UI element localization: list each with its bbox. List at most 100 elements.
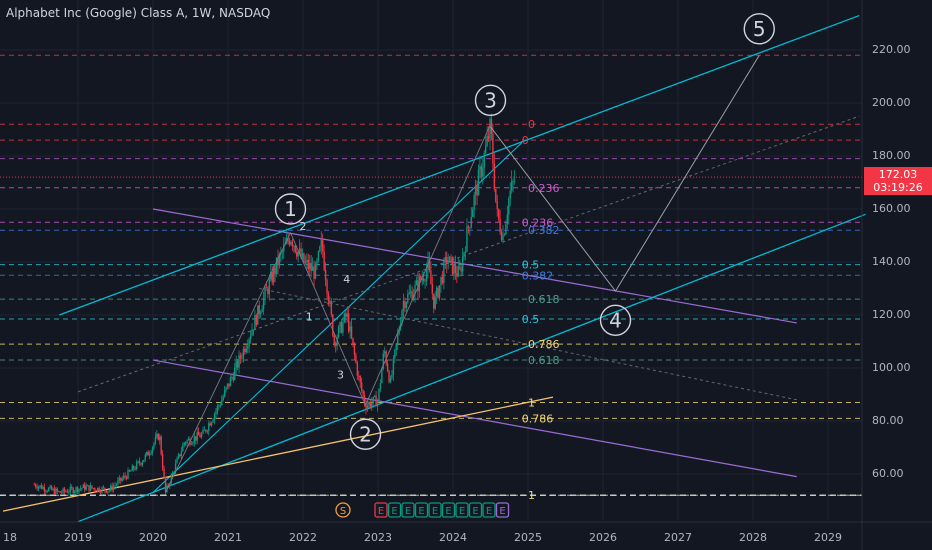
candle-body	[236, 360, 239, 368]
wave-zigzag	[165, 124, 491, 493]
candle-body	[509, 190, 511, 199]
candle-body	[101, 487, 103, 493]
earnings-marker	[401, 502, 415, 518]
candle-body	[272, 267, 275, 283]
candle-body	[460, 268, 462, 272]
candle-body	[150, 452, 152, 454]
candle-body	[495, 188, 497, 202]
earnings-marker	[495, 502, 510, 518]
candle-body	[334, 342, 337, 346]
channel-lower-line	[77, 213, 866, 523]
candle-body	[127, 470, 129, 479]
candle-body	[222, 396, 224, 401]
candle-body	[407, 294, 409, 303]
candle-body	[122, 475, 125, 479]
candle-body	[490, 118, 493, 134]
candle-body	[184, 442, 187, 444]
trend-line-steep	[152, 142, 523, 493]
candle-body	[489, 118, 491, 139]
candle-body	[323, 251, 325, 270]
candle-body	[242, 348, 245, 359]
candle-body	[143, 459, 145, 462]
candle-body	[107, 491, 109, 493]
candle-body	[486, 135, 488, 146]
candle-body	[245, 348, 247, 353]
candle-body	[118, 477, 121, 481]
purple-channel-lower	[152, 359, 797, 478]
candle-body	[371, 402, 373, 407]
candle-body	[192, 442, 194, 444]
candle-body	[297, 251, 299, 257]
candle-body	[446, 257, 448, 264]
candle-body	[281, 251, 284, 253]
candle-body	[443, 261, 445, 284]
candle-body	[265, 287, 268, 289]
candle-body	[247, 346, 249, 349]
candle-body	[438, 285, 441, 298]
candle-body	[159, 436, 161, 440]
candle-body	[99, 491, 102, 493]
minor-wave-label: 4	[343, 273, 350, 286]
candle-body	[510, 181, 513, 191]
y-tick-label: 200.00	[872, 96, 911, 109]
candle-body	[174, 463, 177, 473]
fib-level-label: 0	[528, 118, 535, 131]
candle-body	[134, 469, 136, 470]
candle-body	[283, 244, 285, 252]
candle-body	[115, 484, 118, 486]
candle-body	[408, 292, 410, 295]
candle-body	[386, 363, 389, 372]
event-marker-label: E	[472, 506, 478, 517]
candle-body	[43, 486, 46, 492]
candle-body	[320, 239, 322, 247]
candle-body	[366, 405, 369, 410]
fib-level-label: 0.786	[528, 338, 560, 351]
candle-body	[53, 488, 56, 495]
candle-body	[363, 395, 366, 404]
wave-label: 3	[484, 88, 497, 112]
candle-body	[450, 256, 452, 258]
candle-body	[186, 440, 188, 444]
candle-body	[457, 266, 459, 277]
candle-body	[241, 358, 243, 360]
x-tick-label: 2024	[439, 531, 467, 544]
candle-body	[349, 326, 351, 332]
candle-body	[144, 454, 147, 460]
candle-body	[193, 436, 196, 443]
candle-body	[274, 267, 276, 274]
candle-body	[251, 329, 253, 336]
candle-body	[78, 488, 80, 493]
candle-body	[336, 337, 338, 346]
candle-body	[153, 443, 155, 448]
candle-body	[287, 238, 289, 242]
candle-body	[474, 185, 477, 195]
candle-body	[314, 263, 317, 279]
bar-countdown: 03:19:26	[873, 181, 923, 194]
candle-body	[402, 301, 405, 311]
candle-body	[316, 260, 318, 264]
candle-body	[441, 276, 444, 284]
candle-body	[389, 378, 392, 383]
candle-body	[448, 256, 451, 263]
earnings-marker	[455, 502, 469, 518]
candle-body	[232, 377, 234, 380]
candle-body	[360, 382, 363, 391]
candle-body	[355, 354, 357, 363]
candle-body	[135, 462, 138, 470]
candle-body	[322, 239, 324, 252]
candle-body	[195, 436, 197, 441]
candle-body	[104, 487, 106, 491]
candle-body	[197, 431, 200, 436]
candle-body	[359, 376, 361, 383]
candle-body	[428, 259, 431, 271]
x-tick-label: 2021	[214, 531, 242, 544]
x-tick-label: 2022	[289, 531, 317, 544]
candle-body	[177, 454, 180, 459]
candle-body	[303, 253, 305, 264]
candle-body	[310, 263, 312, 271]
y-tick-label: 120.00	[872, 308, 911, 321]
candle-body	[379, 383, 382, 389]
candle-body	[345, 313, 347, 317]
candle-body	[343, 313, 346, 322]
